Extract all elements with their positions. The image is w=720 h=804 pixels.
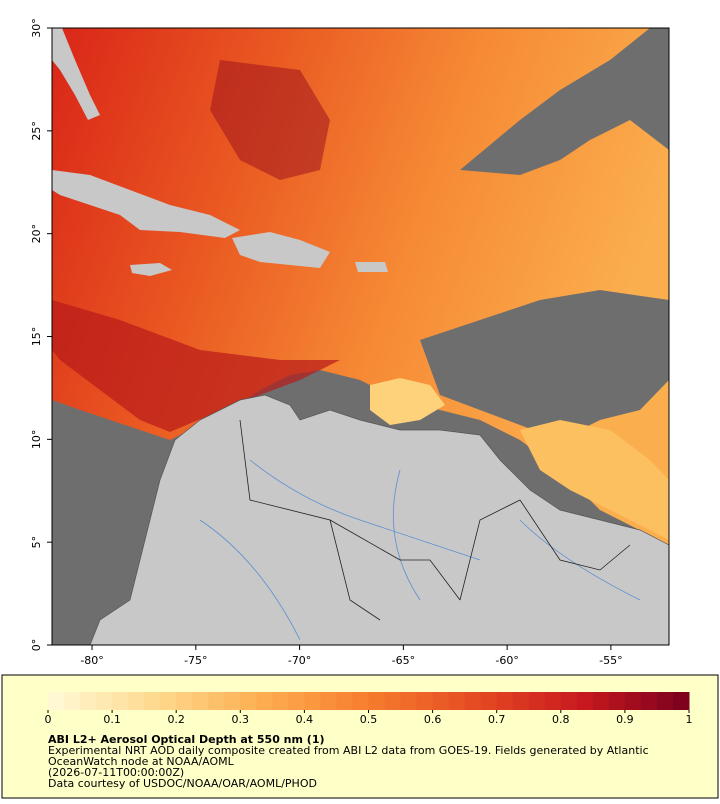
colorbar-tick-label: 0.8 bbox=[552, 713, 570, 726]
low-aerosol-patch bbox=[370, 378, 445, 425]
colorbar-step bbox=[272, 692, 289, 710]
colorbar-step bbox=[112, 692, 129, 710]
colorbar-step bbox=[368, 692, 386, 710]
colorbar-tick-label: 1 bbox=[686, 713, 693, 726]
colorbar-step bbox=[512, 692, 530, 710]
y-tick-label: 0° bbox=[30, 639, 43, 652]
colorbar-step bbox=[352, 692, 369, 710]
y-tick-label: 20° bbox=[30, 224, 43, 244]
colorbar-step bbox=[320, 692, 337, 710]
colorbar: 0 0.1 0.2 0.3 0.4 0.5 0.6 0.7 0.8 0.9 1 bbox=[45, 692, 693, 726]
y-tick-label: 25° bbox=[30, 121, 43, 141]
colorbar-step bbox=[304, 692, 321, 710]
land-cuba bbox=[52, 170, 240, 238]
colorbar-step bbox=[128, 692, 145, 710]
colorbar-step bbox=[400, 692, 418, 710]
high-aerosol-core bbox=[210, 60, 330, 180]
colorbar-step bbox=[176, 692, 193, 710]
map-layer bbox=[52, 28, 669, 645]
y-tick-label: 15° bbox=[30, 327, 43, 347]
caption-line: (2026-07-11T00:00:00Z) bbox=[48, 766, 184, 779]
x-tick-label: -65° bbox=[392, 654, 415, 667]
colorbar-step bbox=[384, 692, 402, 710]
cloud-gap bbox=[460, 28, 669, 175]
cloud-gap bbox=[420, 290, 669, 440]
colorbar-step bbox=[336, 692, 353, 710]
colorbar-step bbox=[464, 692, 482, 710]
colorbar-step bbox=[592, 692, 610, 710]
borders bbox=[239, 419, 631, 621]
colorbar-tick-label: 0.9 bbox=[616, 713, 634, 726]
colorbar-step bbox=[432, 692, 450, 710]
colorbar-step bbox=[544, 692, 562, 710]
x-tick-label: -75° bbox=[184, 654, 207, 667]
colorbar-step bbox=[240, 692, 257, 710]
caption-line: Experimental NRT AOD daily composite cre… bbox=[48, 744, 649, 757]
colorbar-step bbox=[576, 692, 594, 710]
colorbar-step bbox=[48, 692, 65, 710]
colorbar-tick-label: 0.3 bbox=[232, 713, 250, 726]
x-tick-label: -70° bbox=[288, 654, 311, 667]
caption-title: ABI L2+ Aerosol Optical Depth at 550 nm … bbox=[48, 733, 325, 746]
low-aerosol-patch bbox=[520, 420, 669, 540]
caption-line: Data courtesy of USDOC/NOAA/OAR/AOML/PHO… bbox=[48, 777, 317, 790]
colorbar-tick-label: 0.7 bbox=[488, 713, 506, 726]
y-tick-label: 10° bbox=[30, 430, 43, 450]
colorbar-step bbox=[448, 692, 466, 710]
colorbar-step bbox=[192, 692, 209, 710]
colorbar-step bbox=[560, 692, 578, 710]
colorbar-step bbox=[656, 692, 674, 710]
x-tick-label: -60° bbox=[495, 654, 518, 667]
colorbar-step bbox=[288, 692, 305, 710]
pacific-no-data bbox=[52, 400, 160, 645]
colorbar-step bbox=[208, 692, 225, 710]
land-hispaniola bbox=[232, 232, 330, 268]
colorbar-tick-label: 0.4 bbox=[296, 713, 314, 726]
colorbar-step bbox=[624, 692, 642, 710]
land-puerto-rico bbox=[355, 262, 388, 272]
colorbar-step bbox=[160, 692, 177, 710]
colorbar-step bbox=[672, 692, 690, 710]
colorbar-tick-label: 0.6 bbox=[424, 713, 442, 726]
caption-line: OceanWatch node at NOAA/AOML bbox=[48, 755, 235, 768]
x-tick-label: -55° bbox=[599, 654, 622, 667]
y-tick-label: 5° bbox=[30, 536, 43, 549]
colorbar-step bbox=[64, 692, 81, 710]
land-florida bbox=[52, 28, 100, 120]
colorbar-step bbox=[416, 692, 434, 710]
y-tick-label: 30° bbox=[30, 18, 43, 38]
x-tick-label: -80° bbox=[80, 654, 103, 667]
colorbar-tick-label: 0 bbox=[45, 713, 52, 726]
colorbar-tick-label: 0.2 bbox=[167, 713, 185, 726]
rivers bbox=[199, 459, 641, 641]
colorbar-step bbox=[640, 692, 658, 710]
colorbar-tick-label: 0.1 bbox=[103, 713, 121, 726]
colorbar-step bbox=[224, 692, 241, 710]
land-south-america bbox=[89, 394, 669, 645]
colorbar-step bbox=[608, 692, 626, 710]
colorbar-step bbox=[96, 692, 113, 710]
high-aerosol-band bbox=[52, 300, 340, 432]
colorbar-step bbox=[528, 692, 546, 710]
colorbar-step bbox=[480, 692, 498, 710]
colorbar-tick-label: 0.5 bbox=[360, 713, 378, 726]
colorbar-step bbox=[144, 692, 161, 710]
colorbar-step bbox=[496, 692, 514, 710]
colorbar-step bbox=[80, 692, 97, 710]
colorbar-step bbox=[256, 692, 273, 710]
land-jamaica bbox=[130, 263, 172, 276]
